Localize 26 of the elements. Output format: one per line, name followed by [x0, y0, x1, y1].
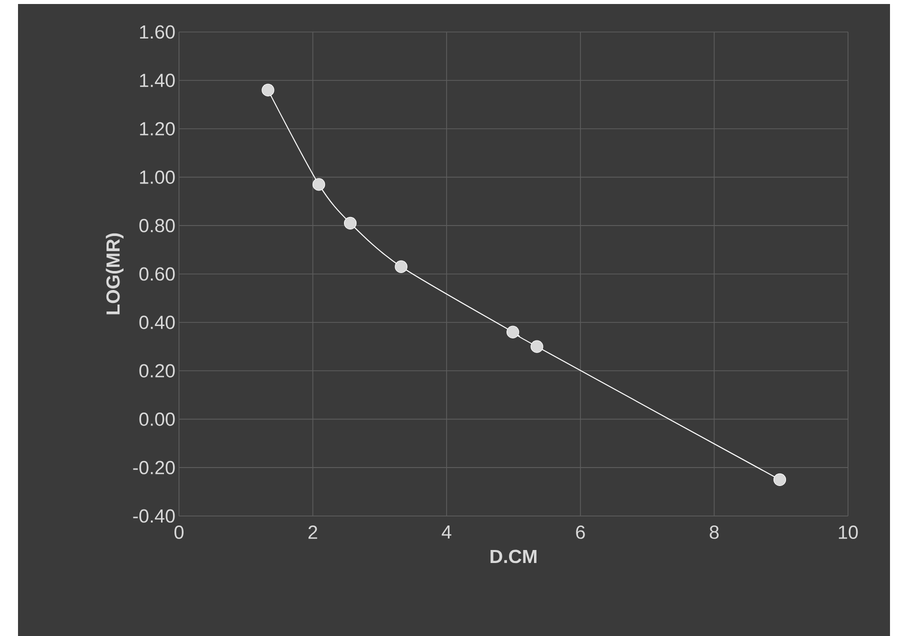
point	[344, 216, 357, 230]
y-tick-label: 0.20	[139, 364, 175, 378]
y-tick-label: 1.20	[140, 122, 175, 136]
x-tick-label: 2	[308, 526, 318, 539]
point	[312, 178, 326, 191]
point	[773, 473, 786, 486]
x-tick-label: 10	[838, 526, 858, 539]
y-tick-label: 1.60	[140, 25, 175, 39]
y-axis-title: LOG(MR)	[106, 233, 124, 314]
y-tick-label: 0.80	[139, 218, 175, 232]
y-tick-label: -0.20	[133, 460, 175, 474]
y-tick-label: 0.40	[139, 316, 175, 330]
x-tick-label: 4	[442, 526, 452, 539]
x-tick-label: 8	[710, 526, 719, 539]
x-axis-title: D.CM	[490, 550, 536, 564]
point	[262, 84, 274, 96]
y-tick-label: -0.40	[133, 509, 175, 523]
y-tick-label: 0.00	[139, 412, 175, 426]
y-tick-label: 1.40	[140, 74, 175, 88]
x-tick-label: 6	[576, 526, 585, 539]
point	[530, 340, 544, 353]
x-tick-label: 0	[174, 526, 184, 539]
y-tick-label: 0.60	[139, 267, 175, 281]
point	[506, 326, 520, 338]
point	[394, 260, 408, 274]
y-tick-label: 1.00	[140, 170, 175, 184]
